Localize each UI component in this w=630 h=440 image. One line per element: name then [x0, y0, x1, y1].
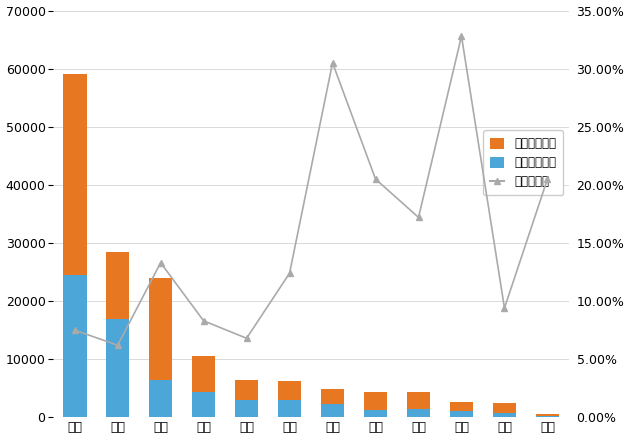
Bar	[106, 319, 130, 417]
Bar	[536, 416, 559, 417]
Bar	[192, 392, 215, 417]
Bar	[407, 409, 430, 417]
Bar	[149, 278, 173, 380]
Bar	[192, 356, 215, 392]
Bar	[278, 400, 301, 417]
Bar	[235, 400, 258, 417]
Bar	[106, 252, 130, 319]
进出口增速	[501, 305, 508, 311]
进出口增速	[458, 33, 466, 39]
进出口增速	[243, 336, 250, 341]
进出口增速	[114, 343, 122, 348]
Bar	[493, 403, 516, 413]
Legend: 出口（亿元）, 进口（亿元）, 进出口增速: 出口（亿元）, 进口（亿元）, 进出口增速	[483, 130, 563, 195]
Bar	[364, 411, 387, 417]
Bar	[63, 74, 86, 275]
Bar	[149, 380, 173, 417]
Bar	[450, 402, 473, 411]
进出口增速	[544, 176, 551, 182]
进出口增速	[71, 327, 79, 333]
Bar	[278, 381, 301, 400]
Bar	[321, 404, 345, 417]
进出口增速	[415, 215, 422, 220]
Bar	[536, 414, 559, 416]
进出口增速	[329, 60, 336, 66]
进出口增速	[200, 318, 207, 323]
Bar	[407, 392, 430, 409]
Bar	[235, 380, 258, 400]
Bar	[63, 275, 86, 417]
Bar	[321, 389, 345, 404]
Line: 进出口增速: 进出口增速	[71, 33, 551, 349]
进出口增速	[286, 271, 294, 276]
Bar	[493, 413, 516, 417]
Bar	[364, 392, 387, 411]
进出口增速	[372, 176, 379, 182]
Bar	[450, 411, 473, 417]
进出口增速	[157, 260, 164, 265]
